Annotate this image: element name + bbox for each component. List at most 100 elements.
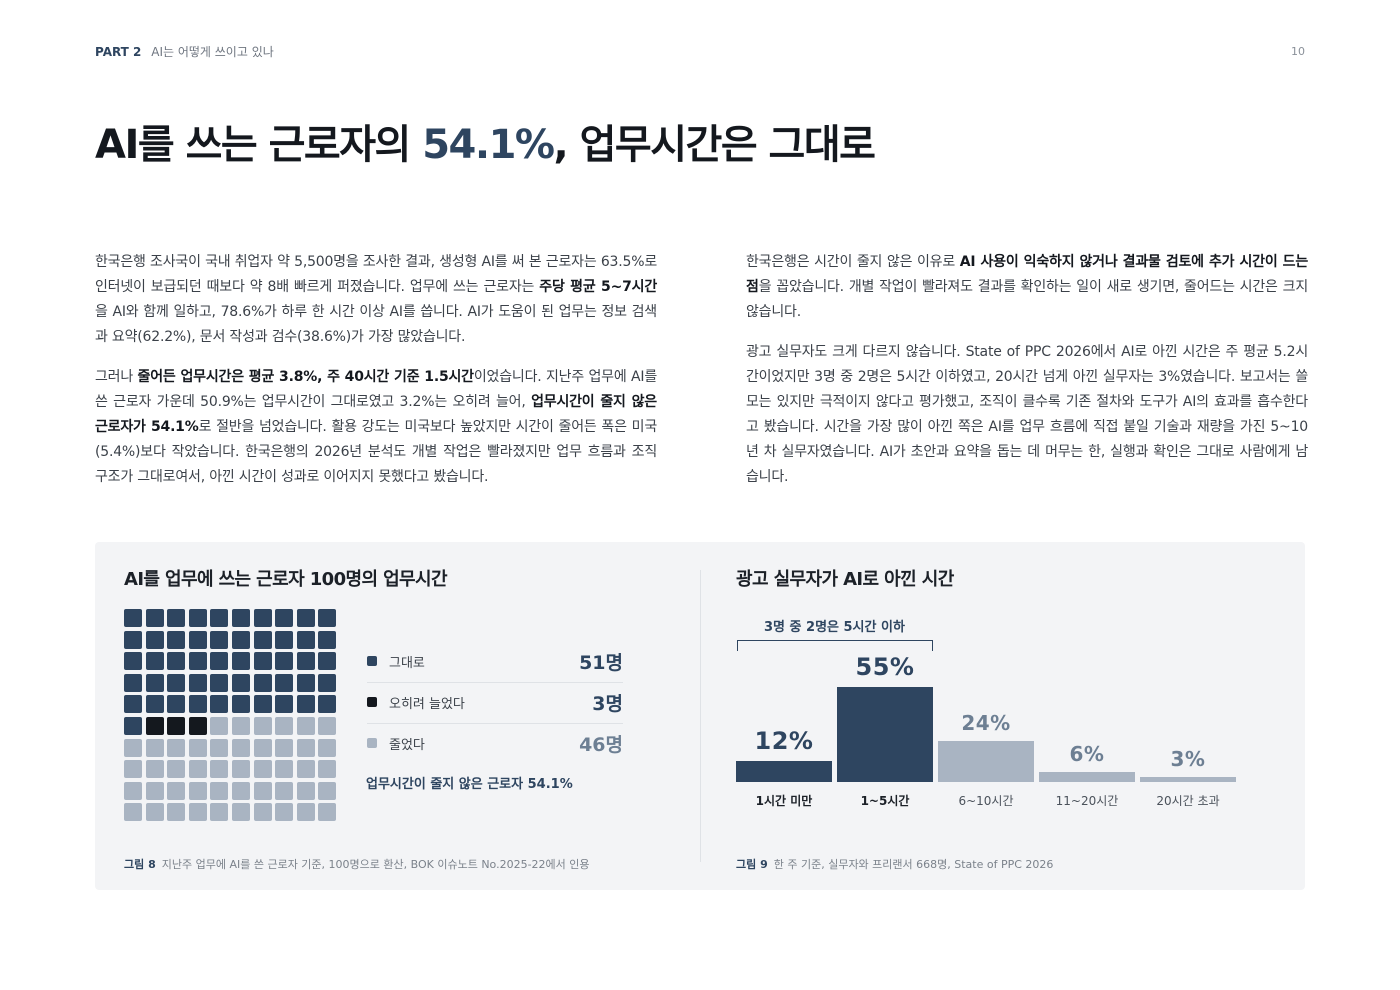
waffle-cell [167,803,186,822]
waffle-cell [124,695,142,714]
waffle-cell [232,695,250,714]
waffle-cell [296,630,315,649]
waffle-cell [275,652,294,671]
waffle-cell [210,630,229,649]
waffle-cell [318,695,337,714]
left-p1-run: 주당 평균 5~7시간 [539,279,658,295]
figure9-title: 광고 실무자가 AI로 아낀 시간 [736,569,954,590]
figure9-caption-label: 그림 9 [736,858,768,871]
left-p2-run: 그러나 [95,369,138,385]
waffle-cell [232,652,250,671]
waffle-cell [210,673,229,692]
waffle-cell [253,803,272,822]
waffle-cell [145,781,164,800]
chapter-title: AI는 어떻게 쓰이고 있나 [151,45,274,59]
waffle-cell [275,760,294,779]
waffle-cell [145,760,164,779]
title-highlight: 54.1% [422,122,555,168]
waffle-cell [188,609,207,627]
legend-swatch-increased [367,697,377,707]
legend-row-same: 그대로 51명 [367,642,623,683]
waffle-cell [232,803,250,822]
waffle-cell [210,609,229,627]
waffle-cell [232,738,250,757]
title-before: AI를 쓰는 근로자의 [95,122,423,168]
waffle-cell [275,630,294,649]
waffle-cell [167,673,186,692]
waffle-cell [275,717,294,735]
waffle-cell [124,630,142,649]
waffle-cell [167,781,186,800]
legend-swatch-decreased [367,738,377,748]
bar-category-label: 1시간 미만 [755,794,813,808]
left-p2-run: 로 절반을 넘었습니다. 활용 강도는 미국보다 높았지만 시간이 줄어든 폭은… [95,419,657,485]
waffle-cell [124,781,142,800]
waffle-cell [167,760,186,779]
page-number: 10 [1291,45,1305,58]
waffle-cell [275,609,294,627]
waffle-cell [210,781,229,800]
right-p1-run: 을 꼽았습니다. 개별 작업이 빨라져도 결과를 확인하는 일이 새로 생기면,… [746,279,1308,320]
waffle-cell [275,673,294,692]
waffle-cell [253,673,272,692]
left-p1-run: 을 AI와 함께 일하고, 78.6%가 하루 한 시간 이상 AI를 씁니다.… [95,304,657,345]
waffle-cell [188,803,207,822]
page-header: PART 2 AI는 어떻게 쓰이고 있나 10 [95,43,1305,59]
waffle-cell [253,695,272,714]
waffle-cell [232,760,250,779]
figure-panel: AI를 업무에 쓰는 근로자 100명의 업무시간 그대로 51명 오히려 늘었… [95,542,1305,890]
left-p1-run: 한국은행 조사국이 국내 취업자 약 5,500명을 조사한 결과, 생성형 A… [95,254,657,295]
bar-value-label: 6% [1069,741,1105,766]
waffle-cell [167,652,186,671]
bar-value-label: 55% [855,653,915,681]
waffle-cell [296,695,315,714]
waffle-cell [232,781,250,800]
legend-value-same: 51명 [579,652,623,674]
waffle-cell [318,738,337,757]
waffle-cell [296,652,315,671]
right-column: 한국은행은 시간이 줄지 않은 이유로 AI 사용이 익숙하지 않거나 결과물 … [746,250,1308,505]
waffle-cell [167,609,186,627]
waffle-cell [188,695,207,714]
waffle-chart [124,609,338,823]
bar-category-label: 11~20시간 [1055,794,1119,808]
waffle-cell [296,781,315,800]
waffle-cell [167,738,186,757]
bar-value-label: 12% [754,727,814,756]
waffle-cell [253,781,272,800]
waffle-cell [318,781,337,800]
waffle-cell [167,695,186,714]
figure8-caption: 그림 8 지난주 업무에 AI를 쓴 근로자 기준, 100명으로 환산, BOK… [124,856,590,872]
waffle-cell [296,803,315,822]
figure9-caption-text: 한 주 기준, 실무자와 프리랜서 668명, State of PPC 202… [773,858,1054,871]
right-p1-run: 한국은행은 시간이 줄지 않은 이유로 [746,254,960,270]
waffle-cell [296,738,315,757]
waffle-cell [253,609,272,627]
waffle-cell [210,803,229,822]
waffle-cell [210,760,229,779]
waffle-cell [318,760,337,779]
legend-swatch-same [367,656,377,666]
panel-divider [700,570,701,862]
waffle-cell [188,673,207,692]
waffle-cell [318,673,337,692]
bar-value-label: 24% [961,710,1011,735]
waffle-cell [275,781,294,800]
title-after: , 업무시간은 그대로 [553,122,876,168]
bar-3 [1039,771,1135,782]
left-p2-run: 업무시간이 줄지 않은 근로자가 54.1% [95,394,657,435]
waffle-cell [318,652,337,671]
part-label: PART 2 [95,45,142,59]
bar-1 [837,687,933,782]
waffle-cell [188,760,207,779]
waffle-cell [124,609,142,627]
waffle-cell [188,630,207,649]
waffle-cell [188,717,207,735]
waffle-legend: 그대로 51명 오히려 늘었다 3명 줄었다 46명 [367,642,623,764]
left-p2-run: 이었습니다. 지난주 업무에 AI를 쓴 근로자 가운데 50.9%는 업무시간… [95,369,657,410]
waffle-cell [124,717,142,735]
bar-category-label: 6~10시간 [958,794,1014,808]
waffle-cell [145,652,164,671]
right-paragraph-1: 한국은행은 시간이 줄지 않은 이유로 AI 사용이 익숙하지 않거나 결과물 … [746,250,1308,325]
bracket-line [737,640,933,651]
